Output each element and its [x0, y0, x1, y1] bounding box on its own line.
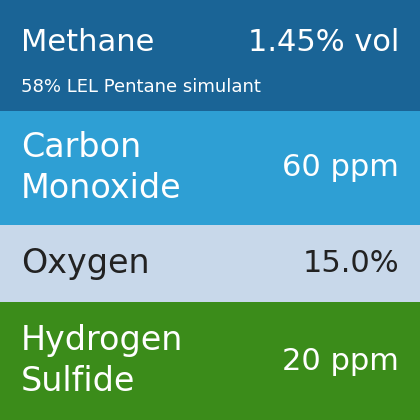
Text: 15.0%: 15.0% — [302, 249, 399, 278]
Bar — [0, 225, 420, 302]
Text: 20 ppm: 20 ppm — [282, 346, 399, 376]
Bar — [0, 111, 420, 225]
Text: Hydrogen
Sulfide: Hydrogen Sulfide — [21, 324, 184, 398]
Text: 1.45% vol: 1.45% vol — [248, 28, 399, 57]
Text: 60 ppm: 60 ppm — [282, 153, 399, 183]
Text: Methane: Methane — [21, 28, 155, 57]
Text: Carbon
Monoxide: Carbon Monoxide — [21, 131, 181, 205]
Bar — [0, 0, 420, 111]
Bar — [0, 302, 420, 420]
Text: Oxygen: Oxygen — [21, 247, 150, 280]
Text: 58% LEL Pentane simulant: 58% LEL Pentane simulant — [21, 78, 261, 96]
